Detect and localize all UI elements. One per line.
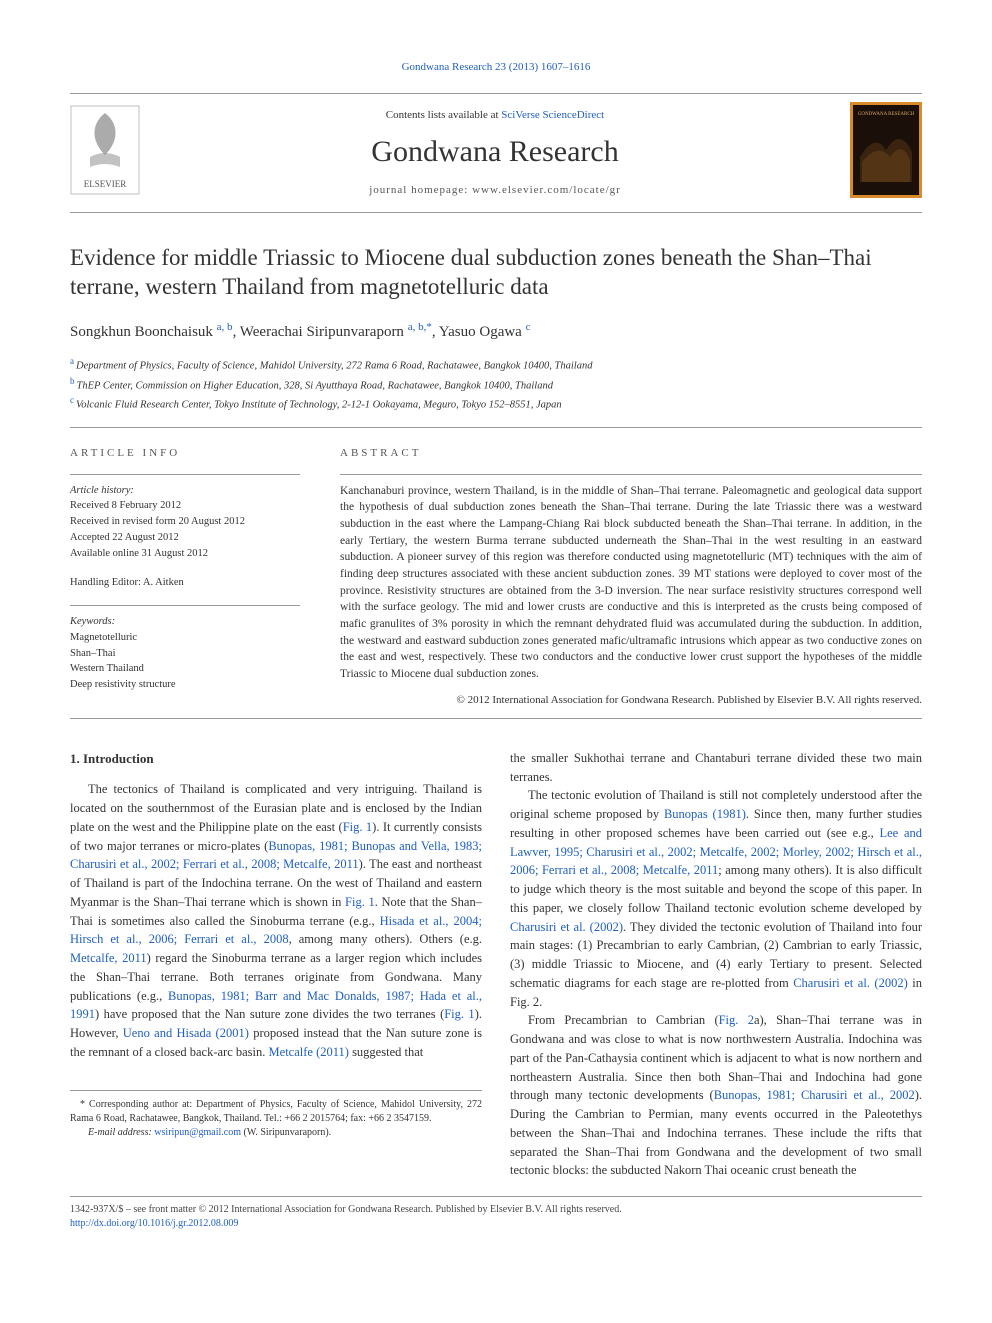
article-info-label: ARTICLE INFO xyxy=(70,446,300,461)
contents-available-line: Contents lists available at SciVerse Sci… xyxy=(165,108,825,123)
journal-issue-link[interactable]: Gondwana Research 23 (2013) 1607–1616 xyxy=(70,60,922,75)
figure-link[interactable]: Fig. 1 xyxy=(444,1007,474,1021)
masthead-center: Contents lists available at SciVerse Sci… xyxy=(165,108,825,199)
article-title: Evidence for middle Triassic to Miocene … xyxy=(70,243,922,303)
citation-link[interactable]: Bunopas, 1981; Charusiri et al., 2002 xyxy=(714,1088,915,1102)
email-link[interactable]: wsiripun@gmail.com xyxy=(154,1127,241,1138)
front-matter-line: 1342-937X/$ – see front matter © 2012 In… xyxy=(70,1203,922,1217)
citation-link[interactable]: Metcalfe, 2011 xyxy=(70,951,147,965)
svg-text:ELSEVIER: ELSEVIER xyxy=(84,179,127,189)
body-paragraph: The tectonics of Thailand is complicated… xyxy=(70,780,482,1061)
article-history: Article history: Received 8 February 201… xyxy=(70,483,300,562)
journal-homepage-line: journal homepage: www.elsevier.com/locat… xyxy=(165,183,825,198)
body-paragraph: The tectonic evolution of Thailand is st… xyxy=(510,786,922,1011)
svg-text:GONDWANA RESEARCH: GONDWANA RESEARCH xyxy=(858,112,915,117)
masthead: ELSEVIER Contents lists available at Sci… xyxy=(70,93,922,212)
journal-name: Gondwana Research xyxy=(165,131,825,173)
author-3: Yasuo Ogawa c xyxy=(439,324,531,340)
authors-line: Songkhun Boonchaisuk a, b, Weerachai Sir… xyxy=(70,320,922,343)
body-column-right: the smaller Sukhothai terrane and Chanta… xyxy=(510,749,922,1180)
elsevier-logo: ELSEVIER xyxy=(70,105,140,200)
corresponding-star-icon: * xyxy=(426,321,432,333)
divider xyxy=(70,718,922,719)
abstract-column: ABSTRACT Kanchanaburi province, western … xyxy=(340,446,922,708)
section-heading-intro: 1. Introduction xyxy=(70,749,482,769)
citation-link[interactable]: Ueno and Hisada (2001) xyxy=(123,1026,249,1040)
citation-link[interactable]: Charusiri et al. (2002) xyxy=(793,976,908,990)
abstract-label: ABSTRACT xyxy=(340,446,922,461)
citation-link[interactable]: Metcalfe (2011) xyxy=(269,1045,349,1059)
figure-link[interactable]: Fig. 1 xyxy=(345,895,375,909)
divider xyxy=(340,474,922,475)
body-column-left: 1. Introduction The tectonics of Thailan… xyxy=(70,749,482,1180)
body-paragraph: From Precambrian to Cambrian (Fig. 2a), … xyxy=(510,1011,922,1180)
divider xyxy=(70,427,922,428)
affiliations: aDepartment of Physics, Faculty of Scien… xyxy=(70,355,922,413)
doi-link[interactable]: http://dx.doi.org/10.1016/j.gr.2012.08.0… xyxy=(70,1218,238,1229)
abstract-copyright: © 2012 International Association for Gon… xyxy=(340,693,922,708)
article-info-column: ARTICLE INFO Article history: Received 8… xyxy=(70,446,300,708)
citation-link[interactable]: Charusiri et al. (2002) xyxy=(510,920,623,934)
figure-link[interactable]: Fig. 1 xyxy=(343,820,372,834)
handling-editor: Handling Editor: A. Aitken xyxy=(70,575,300,591)
keywords: Keywords: Magnetotelluric Shan–Thai West… xyxy=(70,614,300,693)
footnotes: * Corresponding author at: Department of… xyxy=(70,1090,482,1140)
author-1: Songkhun Boonchaisuk a, b xyxy=(70,324,233,340)
citation-link[interactable]: Bunopas (1981) xyxy=(664,807,746,821)
author-2: Weerachai Siripunvaraporn a, b,* xyxy=(240,324,432,340)
journal-cover-thumbnail: GONDWANA RESEARCH xyxy=(850,102,922,203)
body-paragraph: the smaller Sukhothai terrane and Chanta… xyxy=(510,749,922,787)
divider xyxy=(70,474,300,475)
sciencedirect-link[interactable]: SciVerse ScienceDirect xyxy=(501,109,604,121)
divider xyxy=(70,605,300,606)
page-footer: 1342-937X/$ – see front matter © 2012 In… xyxy=(70,1196,922,1231)
abstract-text: Kanchanaburi province, western Thailand,… xyxy=(340,483,922,683)
body-columns: 1. Introduction The tectonics of Thailan… xyxy=(70,749,922,1180)
figure-link[interactable]: Fig. 2 xyxy=(719,1013,754,1027)
